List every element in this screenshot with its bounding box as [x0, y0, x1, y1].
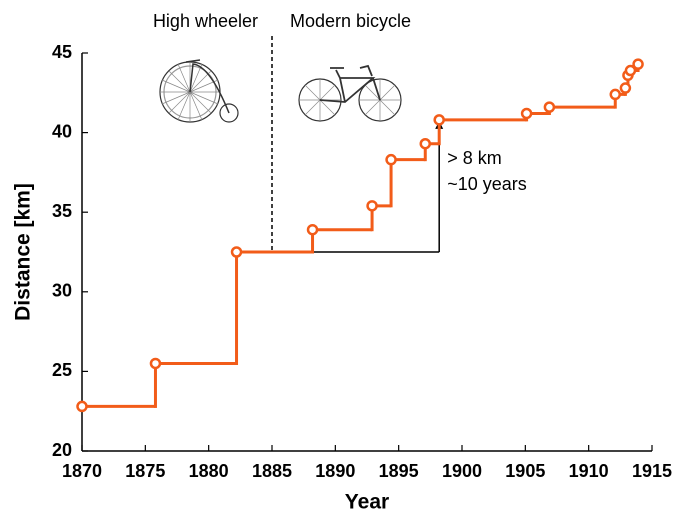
x-tick-label: 1905 [505, 461, 545, 481]
x-tick-label: 1880 [189, 461, 229, 481]
y-axis-label: Distance [km] [12, 183, 35, 321]
y-tick-label: 20 [52, 440, 72, 460]
annotation-text: ~10 years [447, 174, 527, 194]
data-point [543, 101, 556, 113]
step-series [76, 58, 644, 413]
x-tick-label: 1885 [252, 461, 292, 481]
data-point [306, 223, 319, 236]
modern-bicycle-illustration [298, 64, 402, 122]
y-tick-label: 25 [52, 360, 72, 380]
data-point [366, 200, 378, 212]
divider-left-label: High wheeler [153, 11, 258, 31]
data-point [632, 58, 644, 70]
data-point [520, 107, 533, 120]
x-tick-label: 1870 [62, 461, 102, 481]
x-tick-label: 1895 [379, 461, 419, 481]
x-tick-label: 1915 [632, 461, 672, 481]
divider-right-label: Modern bicycle [290, 11, 411, 31]
x-tick-label: 1890 [315, 461, 355, 481]
data-point [624, 64, 637, 77]
data-point [385, 153, 397, 166]
y-tick-label: 45 [52, 42, 72, 62]
y-tick-label: 30 [52, 281, 72, 301]
y-tick-label: 40 [52, 121, 72, 141]
x-tick-label: 1900 [442, 461, 482, 481]
annotation-text: > 8 km [447, 148, 502, 168]
x-tick-label: 1910 [569, 461, 609, 481]
data-point [419, 137, 432, 150]
x-tick-label: 1875 [125, 461, 165, 481]
data-point [619, 82, 632, 94]
data-point [433, 114, 445, 126]
data-point [149, 357, 162, 370]
y-tick-label: 35 [52, 201, 72, 221]
data-point [230, 246, 243, 258]
high-wheeler-illustration [159, 59, 239, 123]
data-point [609, 88, 622, 101]
x-axis-label: Year [345, 491, 389, 514]
data-point [76, 400, 88, 413]
